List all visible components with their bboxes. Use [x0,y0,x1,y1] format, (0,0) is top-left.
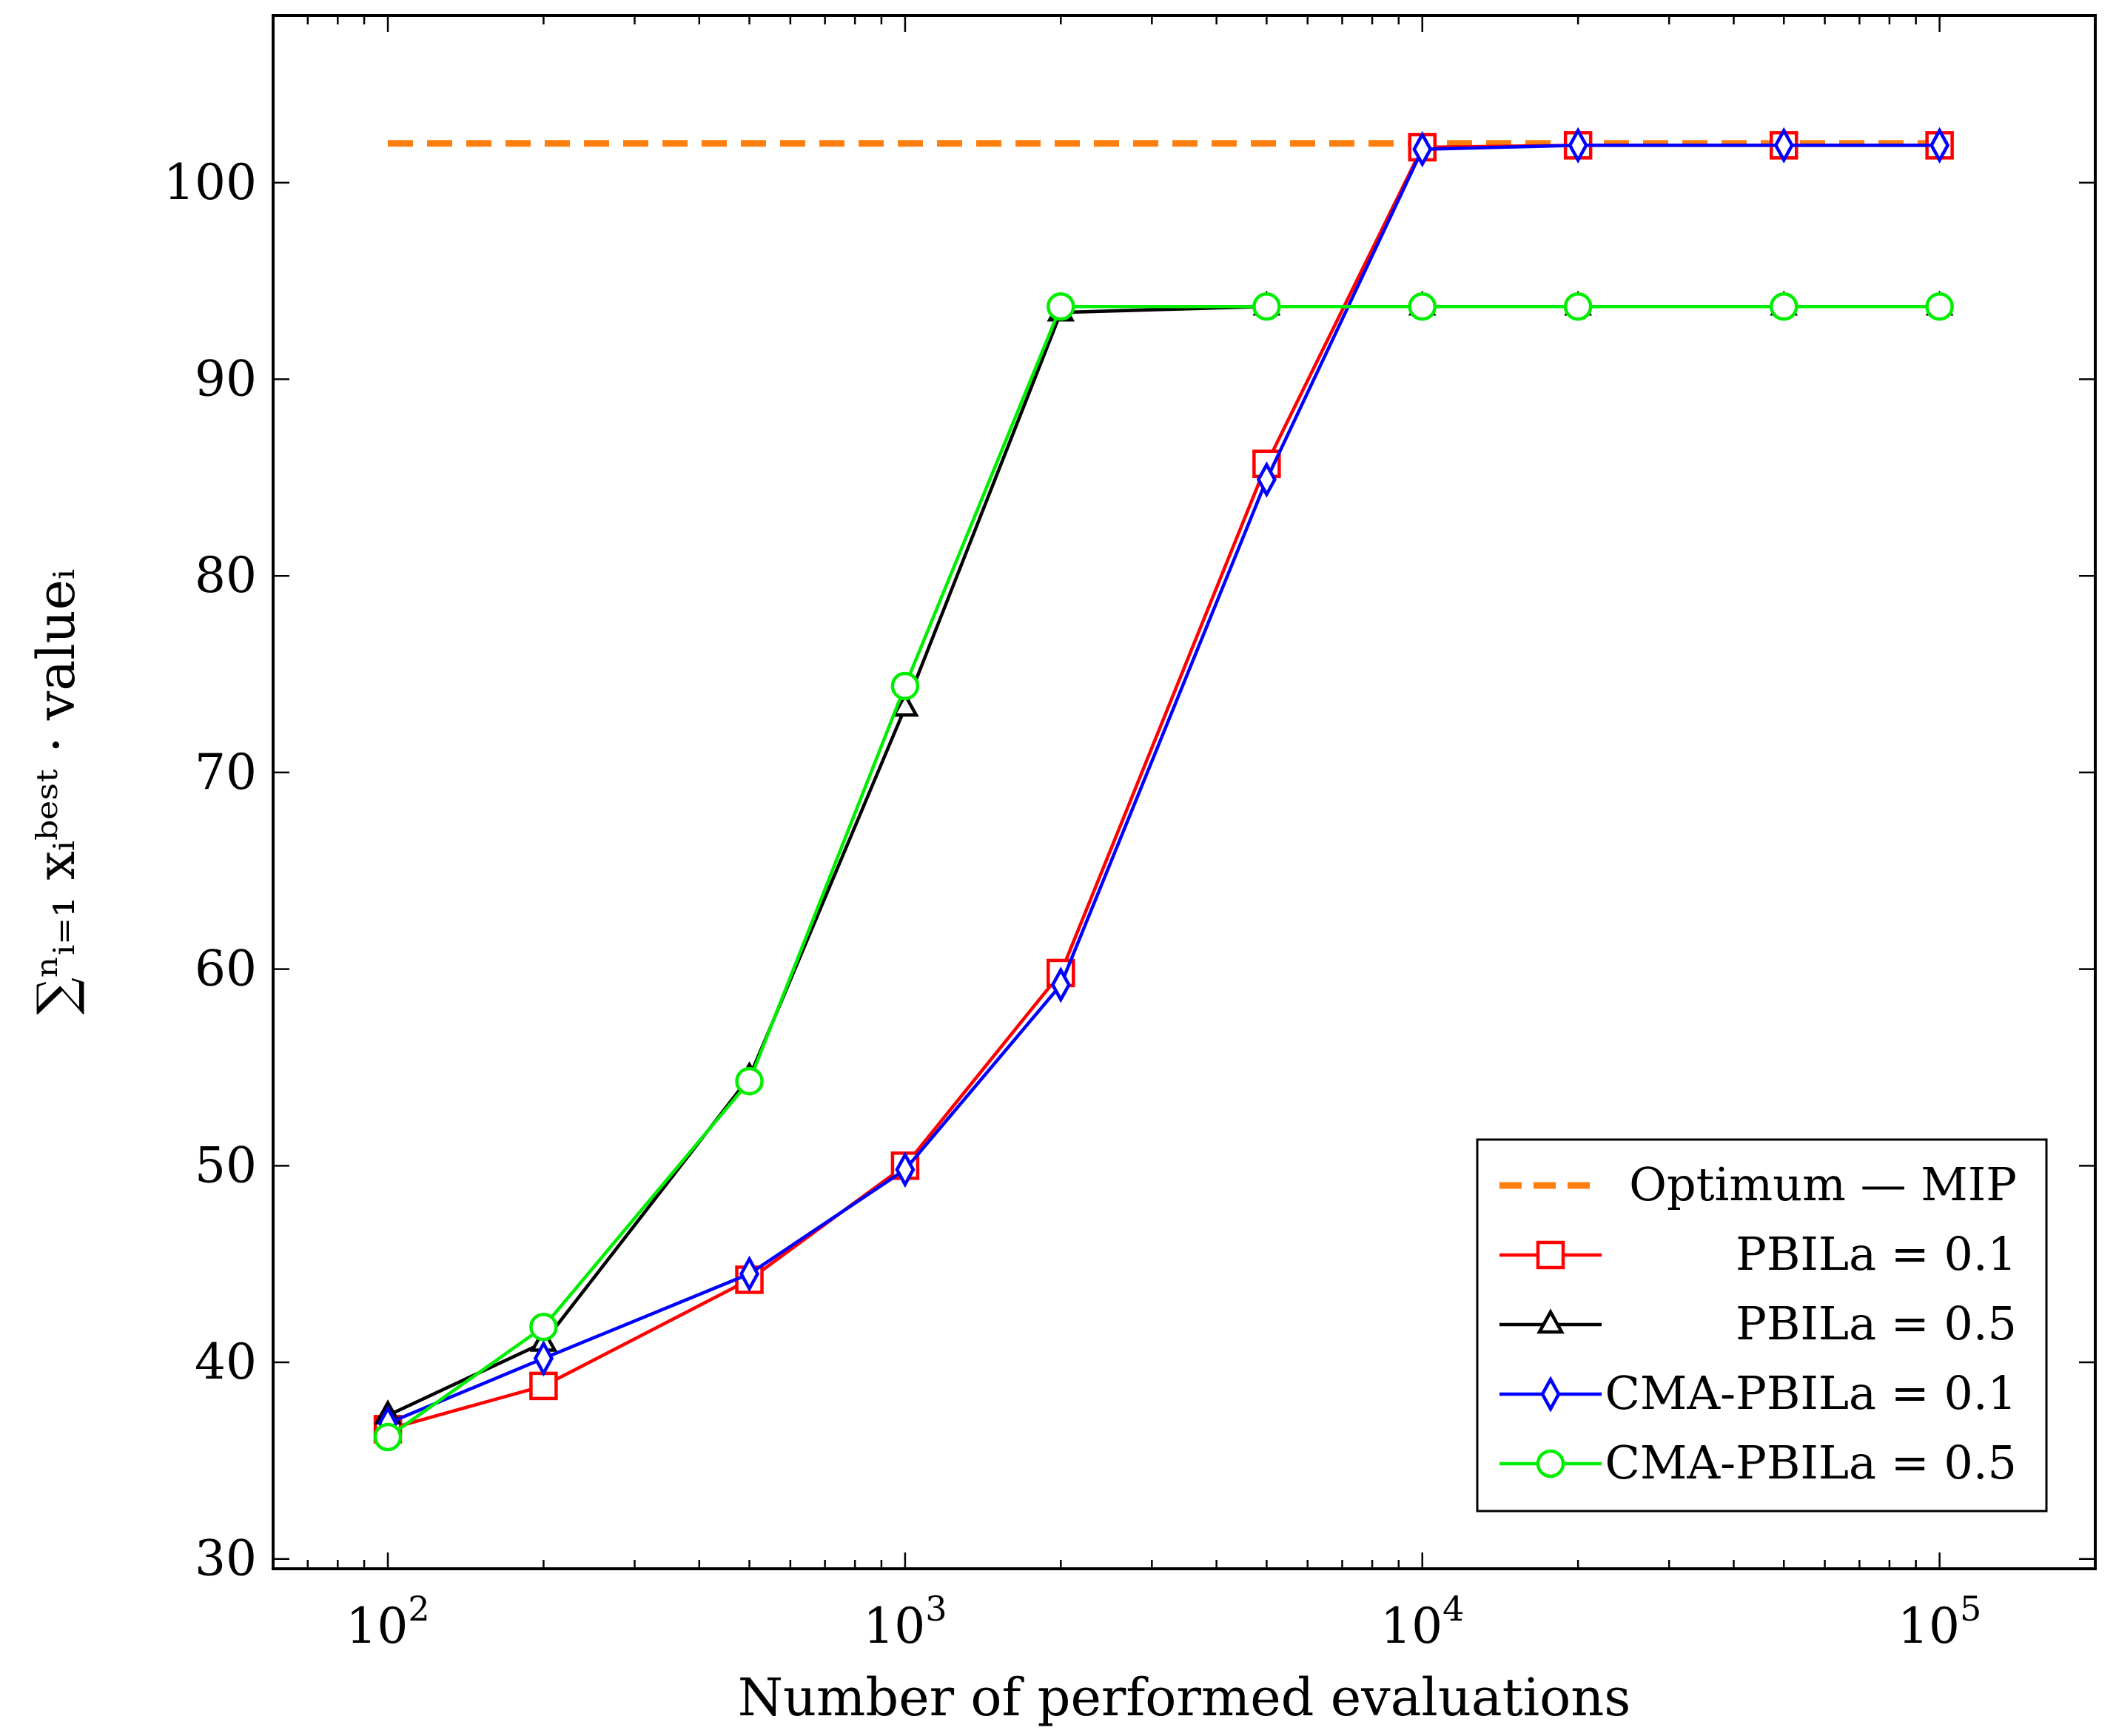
data-point [1929,127,1950,164]
y-tick-label: 40 [195,1333,257,1390]
y-tick-label: 100 [164,154,257,211]
data-point [1773,127,1794,164]
data-point [529,1371,558,1401]
legend-label: CMA-PBILa = 0.5 [1605,1436,2017,1490]
x-axis-title: Number of performed evaluations [738,1667,1631,1728]
legend-marker [1540,1376,1561,1413]
legend-label: PBILa = 0.1 [1736,1227,2017,1281]
data-point [373,1422,403,1452]
y-tick-label: 70 [195,744,257,801]
y-tick-label: 50 [195,1137,257,1194]
data-point [1047,292,1075,321]
series-line [387,144,1940,1425]
data-point [1050,966,1071,1003]
y-tick-label: 90 [195,351,257,408]
data-point [890,671,920,701]
y-axis-ticks: 30 40 50 60 70 80 90 100 [164,154,2095,1587]
x-tick-label: 103 [863,1589,947,1655]
data-point [1412,131,1433,168]
x-tick-label: 105 [1898,1589,1981,1655]
data-point [891,691,919,717]
x-tick-label: 102 [346,1589,429,1655]
series-4 [377,127,1950,1442]
legend: Optimum — MIP PBILa = 0.1 PBILa = 0.5 CMA-P… [1476,1138,2048,1513]
data-point [1256,461,1277,498]
legend-marker [1536,1308,1565,1334]
data-point [735,1066,764,1096]
legend-label: Optimum — MIP [1629,1157,2017,1211]
plot-frame [272,14,2097,1570]
y-tick-label: 60 [195,941,257,997]
data-point [1563,292,1593,321]
data-point [533,1340,554,1377]
series-5 [373,292,1954,1452]
data-point [1252,292,1281,321]
legend-marker [1536,1449,1565,1478]
legend-marker [1536,1240,1565,1270]
series-layer [373,127,1954,1452]
data-point [739,1255,760,1293]
x-axis-ticks: 102 103 104 105 [272,16,2097,1655]
y-tick-label: 80 [195,547,257,604]
data-point [529,1312,558,1342]
data-point [1769,292,1798,321]
data-point [895,1151,916,1188]
x-tick-label: 104 [1380,1589,1464,1655]
y-tick-label: 30 [195,1530,257,1587]
legend-label: PBILa = 0.5 [1736,1296,2017,1350]
y-axis-title: ∑ⁿᵢ₌₁ xᵢᵇᵉˢᵗ · valueᵢ [26,569,87,1015]
series-line [386,304,1940,1439]
data-point [1568,127,1588,164]
data-point [1925,292,1954,321]
data-point [1408,292,1437,321]
legend-label: CMA-PBILa = 0.1 [1605,1366,2017,1420]
